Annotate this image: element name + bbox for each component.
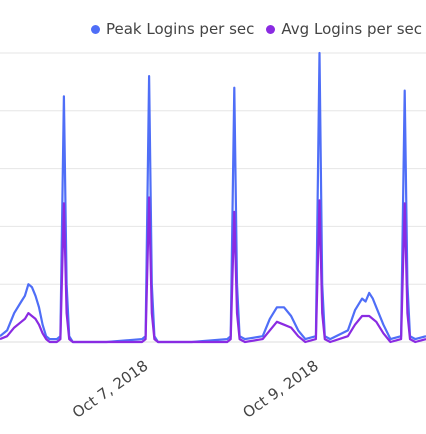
legend-label-avg: Avg Logins per sec [281, 20, 422, 38]
legend-item-avg[interactable]: Avg Logins per sec [266, 20, 422, 38]
series-line-peak[interactable] [0, 51, 426, 344]
x-tick-label: Oct 7, 2018 [69, 357, 151, 422]
series-line-avg[interactable] [0, 196, 426, 344]
legend-item-peak[interactable]: Peak Logins per sec [91, 20, 254, 38]
x-axis-ticks: Oct 7, 2018 Oct 9, 2018 [69, 357, 322, 422]
grid-layer [0, 52, 426, 343]
series-layer [0, 51, 426, 344]
chart-legend: Peak Logins per sec Avg Logins per sec [91, 20, 422, 38]
legend-dot-peak-icon [91, 24, 100, 34]
legend-label-peak: Peak Logins per sec [106, 20, 255, 38]
legend-dot-avg-icon [266, 24, 276, 34]
x-tick-label: Oct 9, 2018 [239, 357, 321, 422]
